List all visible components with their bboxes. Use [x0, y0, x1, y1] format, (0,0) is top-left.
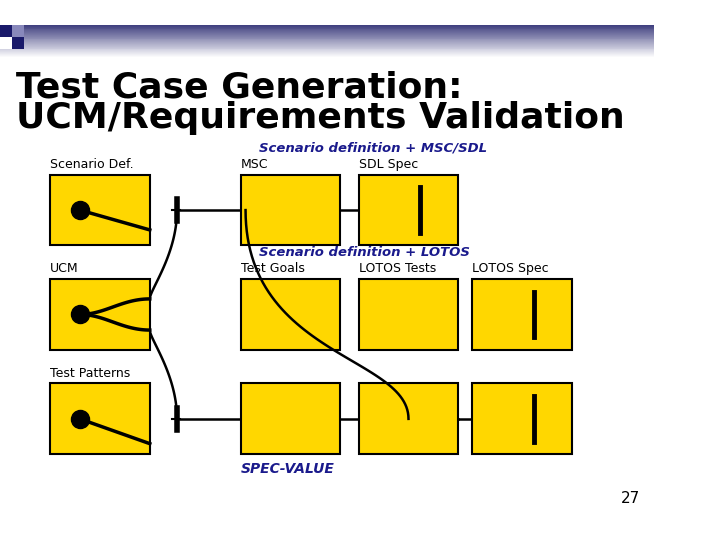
- Bar: [0, 51, 654, 52]
- Bar: [0, 42, 654, 43]
- Bar: [240, 279, 341, 350]
- Bar: [0, 37, 654, 38]
- Bar: [0, 56, 654, 57]
- Bar: [50, 174, 150, 246]
- Bar: [0, 36, 654, 37]
- Text: SPEC-VALUE: SPEC-VALUE: [240, 462, 334, 476]
- Bar: [0, 30, 654, 31]
- Bar: [50, 383, 150, 454]
- Bar: [0, 29, 654, 30]
- Bar: [0, 37, 12, 49]
- Bar: [0, 32, 654, 33]
- Bar: [0, 26, 654, 28]
- Text: Scenario Def.: Scenario Def.: [50, 158, 133, 171]
- Bar: [0, 38, 654, 39]
- Bar: [0, 53, 654, 54]
- Text: Test Case Generation:: Test Case Generation:: [17, 70, 463, 104]
- Bar: [0, 33, 654, 34]
- Text: Test Patterns: Test Patterns: [50, 367, 130, 380]
- Bar: [0, 31, 654, 32]
- Bar: [359, 383, 459, 454]
- Bar: [0, 43, 654, 44]
- Bar: [359, 279, 459, 350]
- Text: UCM/Requirements Validation: UCM/Requirements Validation: [17, 101, 625, 135]
- Bar: [12, 25, 24, 37]
- Bar: [359, 174, 459, 246]
- Text: UCM: UCM: [50, 262, 78, 275]
- Text: Scenario definition + LOTOS: Scenario definition + LOTOS: [258, 246, 469, 259]
- Bar: [50, 279, 150, 350]
- Bar: [0, 39, 654, 40]
- Bar: [240, 174, 341, 246]
- Text: LOTOS Spec: LOTOS Spec: [472, 262, 549, 275]
- Bar: [0, 44, 654, 45]
- Bar: [0, 55, 654, 56]
- Bar: [0, 50, 654, 51]
- Bar: [240, 383, 341, 454]
- Bar: [0, 46, 654, 48]
- Bar: [12, 37, 24, 49]
- Bar: [0, 54, 654, 55]
- Bar: [0, 34, 654, 35]
- Text: SDL Spec: SDL Spec: [359, 158, 418, 171]
- Bar: [0, 25, 654, 26]
- Bar: [472, 383, 572, 454]
- Bar: [0, 45, 654, 46]
- Bar: [0, 25, 12, 37]
- Text: LOTOS Tests: LOTOS Tests: [359, 262, 436, 275]
- Bar: [472, 279, 572, 350]
- Text: MSC: MSC: [240, 158, 268, 171]
- Bar: [0, 49, 654, 50]
- Bar: [0, 35, 654, 36]
- Text: 27: 27: [621, 491, 640, 506]
- Bar: [0, 40, 654, 41]
- Bar: [0, 52, 654, 53]
- Bar: [0, 28, 654, 29]
- Text: Scenario definition + MSC/SDL: Scenario definition + MSC/SDL: [258, 141, 487, 155]
- Bar: [0, 41, 654, 42]
- Text: Test Goals: Test Goals: [240, 262, 305, 275]
- Bar: [0, 48, 654, 49]
